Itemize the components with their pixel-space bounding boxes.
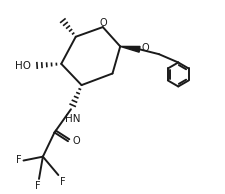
- Text: F: F: [16, 155, 22, 165]
- Text: HO: HO: [15, 61, 31, 71]
- Polygon shape: [120, 46, 140, 52]
- Text: HN: HN: [65, 114, 81, 124]
- Text: O: O: [72, 136, 80, 146]
- Text: F: F: [35, 181, 41, 191]
- Text: F: F: [60, 177, 66, 187]
- Text: O: O: [100, 18, 108, 28]
- Text: O: O: [142, 43, 149, 53]
